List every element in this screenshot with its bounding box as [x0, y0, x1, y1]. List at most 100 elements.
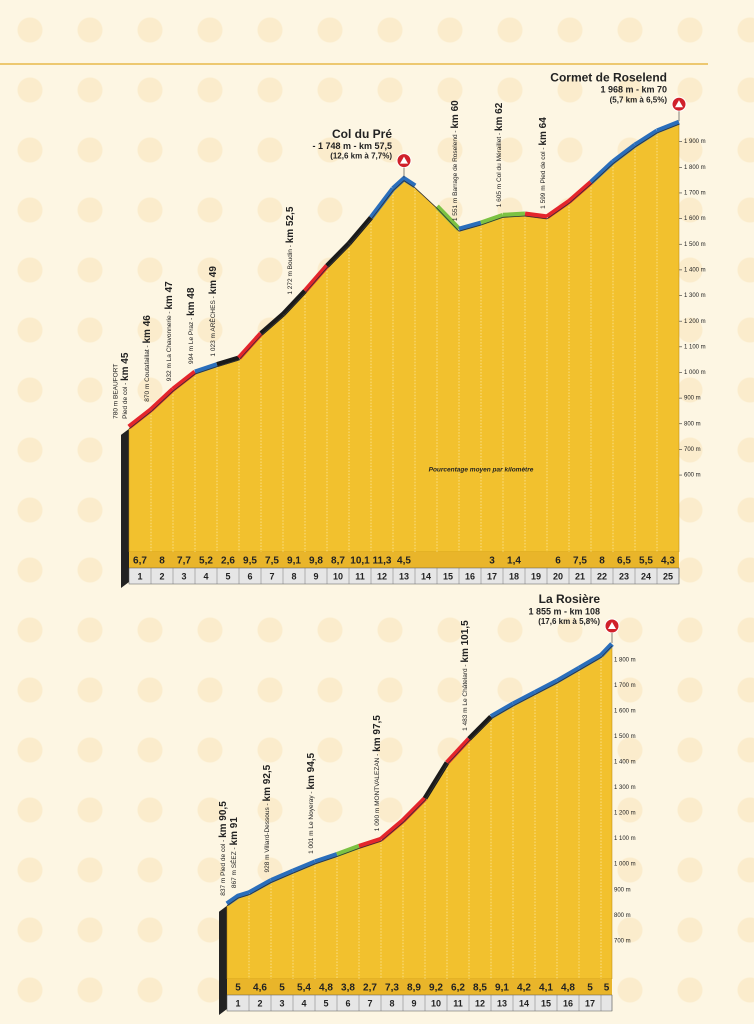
gradient-label: 8,5 — [473, 983, 487, 994]
gradient-label: 9,5 — [243, 556, 257, 567]
gradient-stripe — [194, 362, 218, 375]
waypoint-km: km 52,5 — [285, 206, 296, 243]
summit-name: La Rosière — [539, 592, 601, 606]
summit-detail: 1 968 m - km 70 — [600, 85, 667, 95]
waypoint-km: km 97,5 — [372, 715, 383, 752]
waypoint-km: km 90,5 — [218, 801, 229, 838]
gradient-stripe — [379, 818, 405, 842]
waypoint-km: km 91 — [229, 817, 240, 846]
km-label: 18 — [509, 571, 519, 581]
km-label: 23 — [619, 571, 629, 581]
y-tick-label: 1 200 m — [684, 319, 706, 325]
gradient-label: 5,4 — [297, 983, 311, 994]
summit-note: (5,7 km à 6,5%) — [610, 95, 668, 104]
waypoint-label: 928 m Villard-Dessous - km 92,5 — [262, 764, 273, 872]
waypoint-text: 1 483 m Le Châtelard - — [462, 664, 469, 730]
gradient-stripe — [633, 128, 659, 148]
gradient-stripe — [577, 653, 603, 671]
y-tick-label: 1 500 m — [614, 734, 636, 740]
gradient-label: 8,7 — [331, 556, 345, 567]
gradient-stripe — [511, 690, 537, 707]
km-label: 12 — [377, 571, 387, 581]
waypoint-text: 1 272 m Boudin - — [287, 245, 294, 295]
y-tick-label: 700 m — [614, 938, 631, 944]
gradient-stripe — [303, 264, 329, 293]
waypoint-km: km 62 — [494, 102, 505, 131]
gradient-band — [227, 979, 612, 995]
km-label: 12 — [475, 998, 485, 1008]
km-label: 2 — [159, 571, 164, 581]
y-tick-label: 1 100 m — [684, 344, 706, 350]
km-label: 14 — [421, 571, 431, 581]
gradient-stripe — [545, 199, 571, 219]
gradient-label: 6,5 — [617, 556, 631, 567]
gradient-stripe — [391, 175, 417, 191]
km-label: 1 — [235, 998, 240, 1008]
km-label: 15 — [541, 998, 551, 1008]
summit-mountain — [675, 100, 683, 108]
gradient-label: 4,3 — [661, 556, 675, 567]
km-label: 8 — [389, 998, 394, 1008]
gradient-label: 3,8 — [341, 983, 355, 994]
km-label: 13 — [399, 571, 409, 581]
waypoint-place: 780 m BEAUFORT — [113, 364, 120, 419]
gradient-label: 8 — [159, 556, 165, 567]
km-label: 9 — [313, 571, 318, 581]
waypoint-text: Pied de col - — [122, 383, 129, 419]
y-tick-label: 1 900 m — [684, 139, 706, 145]
gradient-label: 4,1 — [539, 983, 553, 994]
gradient-stripe — [369, 187, 395, 220]
gradient-label: 9,1 — [287, 556, 301, 567]
y-tick-label: 1 000 m — [614, 862, 636, 868]
gradient-label: 6,7 — [133, 556, 147, 567]
y-tick-label: 900 m — [614, 887, 631, 893]
gradient-label: 4,2 — [517, 983, 531, 994]
waypoint-text: 928 m Villard-Dessous - — [264, 803, 271, 872]
y-tick-label: 700 m — [684, 447, 701, 453]
gradient-stripe — [314, 852, 338, 865]
waypoint-label: 1 551 m Barrage de Roselend - km 60 — [450, 100, 461, 221]
y-tick-label: 800 m — [684, 421, 701, 427]
block-side — [121, 428, 129, 588]
waypoint-text: 870 m Coutafaillat - — [144, 345, 151, 401]
gradient-stripe — [225, 890, 250, 906]
gradient-stripe — [599, 642, 614, 658]
gradient-label: 8 — [599, 556, 605, 567]
km-label: 16 — [465, 571, 475, 581]
km-label: 5 — [323, 998, 328, 1008]
km-label: 6 — [345, 998, 350, 1008]
y-tick-label: 600 m — [684, 473, 701, 479]
gradient-label: 4,5 — [397, 556, 411, 567]
y-tick-label: 1 100 m — [614, 836, 636, 842]
gradient-label: 5 — [235, 983, 241, 994]
y-tick-label: 1 200 m — [614, 811, 636, 817]
summit-note: (12,6 km à 7,7%) — [330, 152, 392, 161]
km-label: 17 — [585, 998, 595, 1008]
profile-line — [226, 645, 613, 907]
km-label: 1 — [137, 571, 142, 581]
gradient-label: 8,9 — [407, 983, 421, 994]
gradient-stripe — [489, 701, 515, 719]
waypoint-km: km 92,5 — [262, 764, 273, 801]
km-label: 10 — [431, 998, 441, 1008]
gradient-label: 4,6 — [253, 983, 267, 994]
gradient-stripe — [555, 666, 581, 684]
annotation: Pourcentage moyen par kilomètre — [429, 467, 534, 474]
y-tick-label: 1 600 m — [614, 709, 636, 715]
km-label: 19 — [531, 571, 541, 581]
gradient-stripe — [149, 387, 175, 412]
waypoint-text: 867 m SÉEZ - — [229, 847, 238, 888]
km-label: 11 — [453, 998, 463, 1008]
gradient-label: 7,5 — [573, 556, 587, 567]
block-side — [219, 905, 227, 1015]
waypoint-label: 994 m Le Praz - km 48 — [186, 287, 197, 364]
km-label: 4 — [301, 998, 306, 1008]
gradient-stripe — [171, 370, 197, 392]
waypoint-text: 1 023 m ARÊCHES - — [208, 296, 217, 356]
summit-mountain — [608, 621, 616, 629]
waypoint-label: 1 023 m ARÊCHES - km 49 — [208, 266, 219, 357]
gradient-stripe — [325, 241, 351, 268]
y-tick-label: 1 600 m — [684, 216, 706, 222]
gradient-stripe — [524, 211, 548, 220]
